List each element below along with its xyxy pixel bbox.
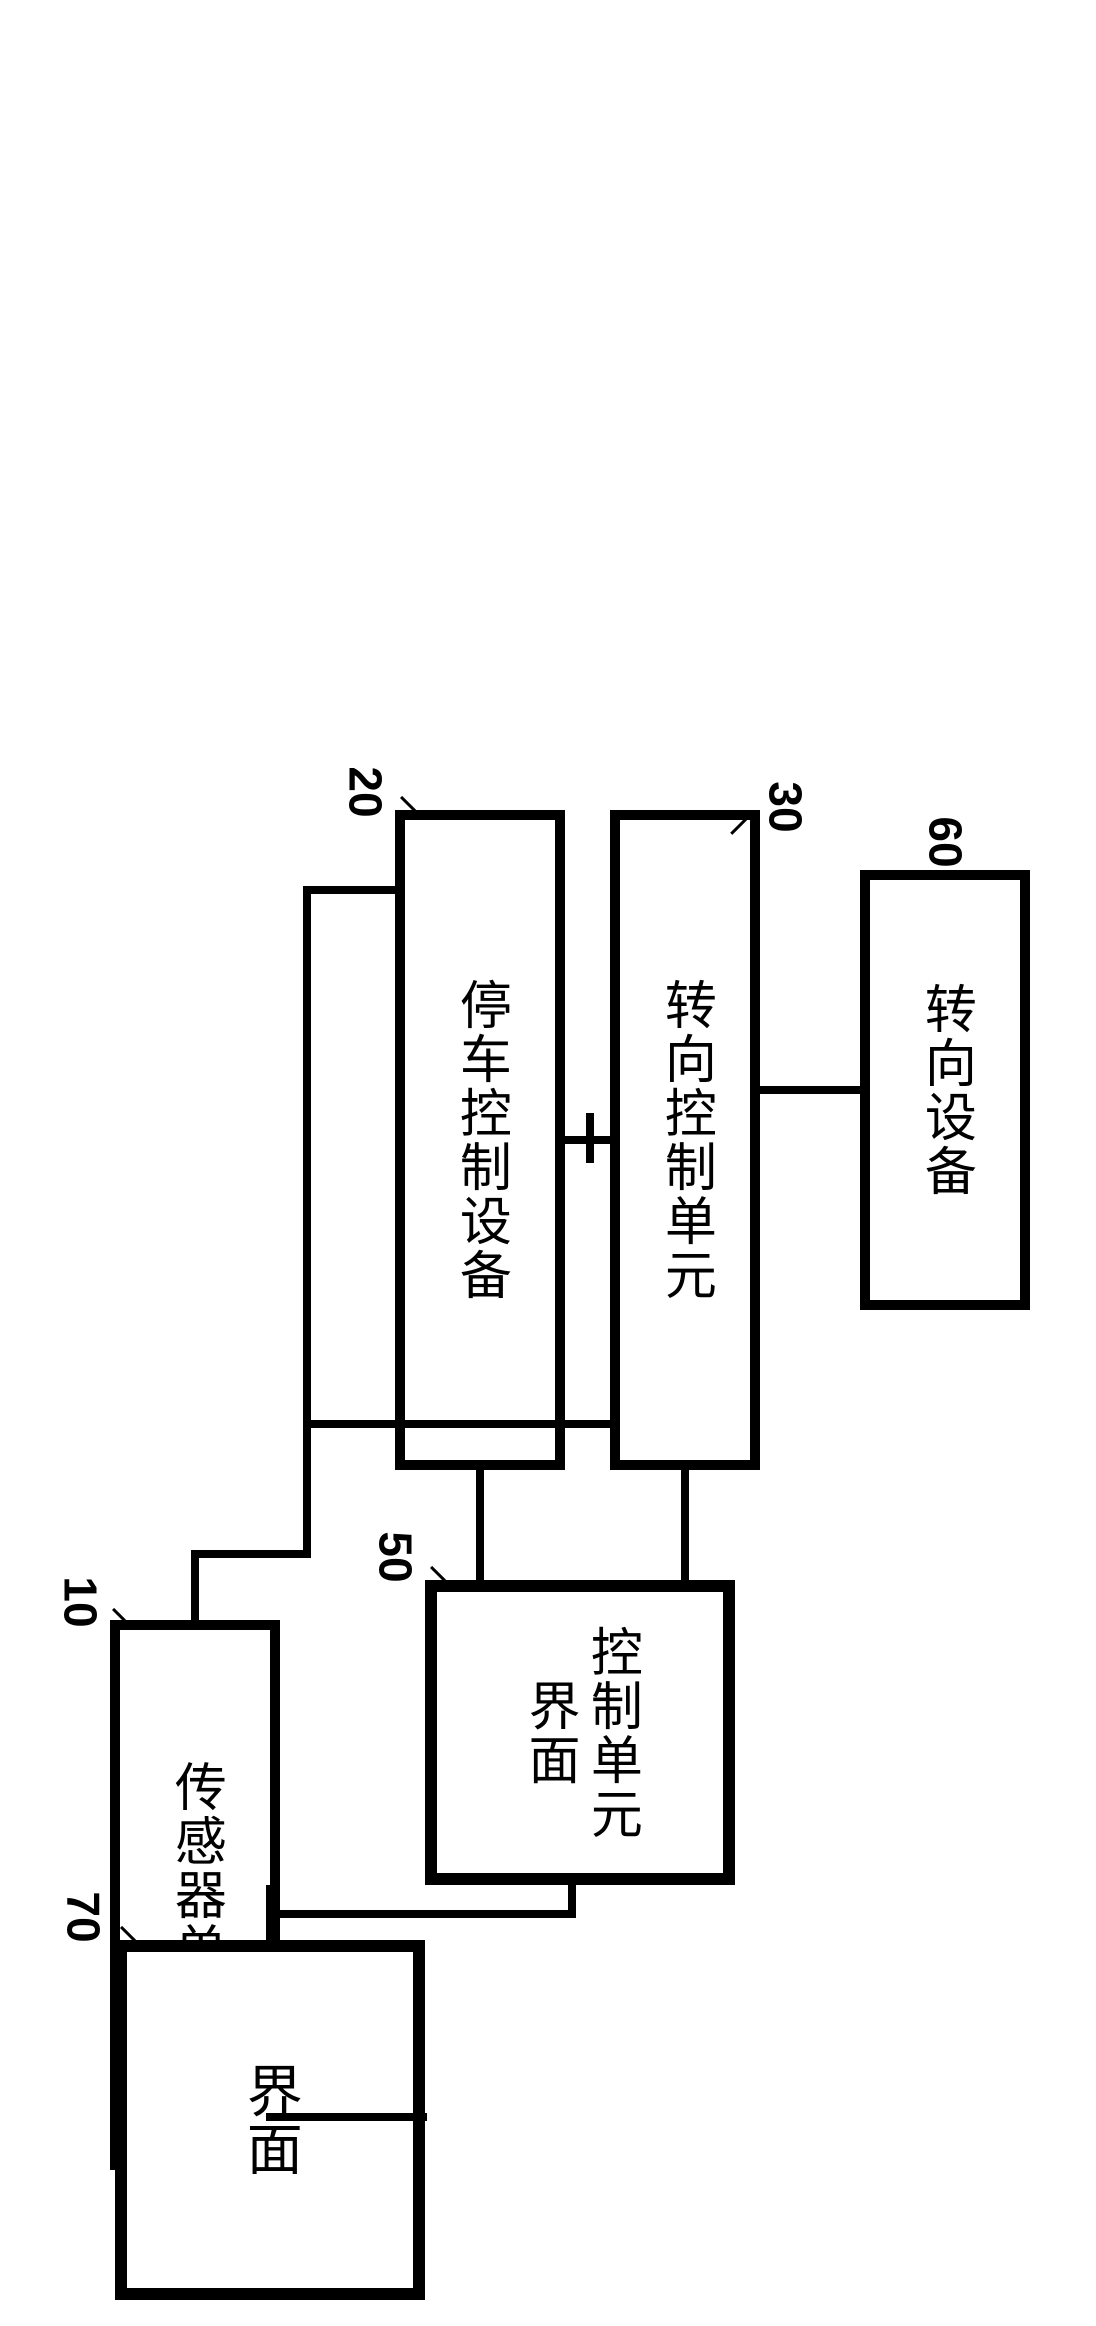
c-50-70-h — [266, 1910, 576, 1918]
steering-device-box: 转向设备 — [860, 870, 1030, 1310]
conn-right-bracket-vert2 — [681, 1470, 689, 1582]
conn-bracket-to-20 — [303, 886, 398, 894]
interface-control-label-line1: 界面 — [518, 1625, 580, 1841]
conn-50-70-a — [266, 2113, 427, 2121]
parking-control-box: 停车控制设备 — [395, 810, 565, 1470]
steering-control-label: 转向控制单元 — [649, 978, 722, 1302]
steering-device-ref: 60 — [919, 816, 973, 867]
conn-right-bracket-vert — [476, 1470, 484, 1582]
interface-control-box: 界面 控制单元 — [425, 1580, 735, 1885]
conn-bracket-to-30 — [303, 1420, 613, 1428]
conn-20-30-h — [565, 1136, 612, 1144]
parking-control-ref: 20 — [339, 766, 393, 817]
steering-control-box: 转向控制单元 — [610, 810, 760, 1470]
interface-control-label-wrap: 界面 控制单元 — [518, 1625, 643, 1841]
conn-10-horiz — [191, 1550, 311, 1558]
conn-bracket-left-vert — [303, 886, 311, 1558]
steering-device-label: 转向设备 — [909, 982, 982, 1198]
interface-ref: 70 — [57, 1891, 111, 1942]
interface-control-label-line2: 控制单元 — [580, 1625, 642, 1841]
parking-control-label: 停车控制设备 — [444, 978, 517, 1302]
conn-10-vert — [191, 1550, 199, 1622]
steering-control-ref: 30 — [759, 781, 813, 832]
c-50-70-v2 — [568, 1885, 576, 1915]
conn-30-60 — [760, 1086, 862, 1094]
sensor-unit-ref: 10 — [54, 1576, 108, 1627]
interface-control-ref: 50 — [369, 1531, 423, 1582]
